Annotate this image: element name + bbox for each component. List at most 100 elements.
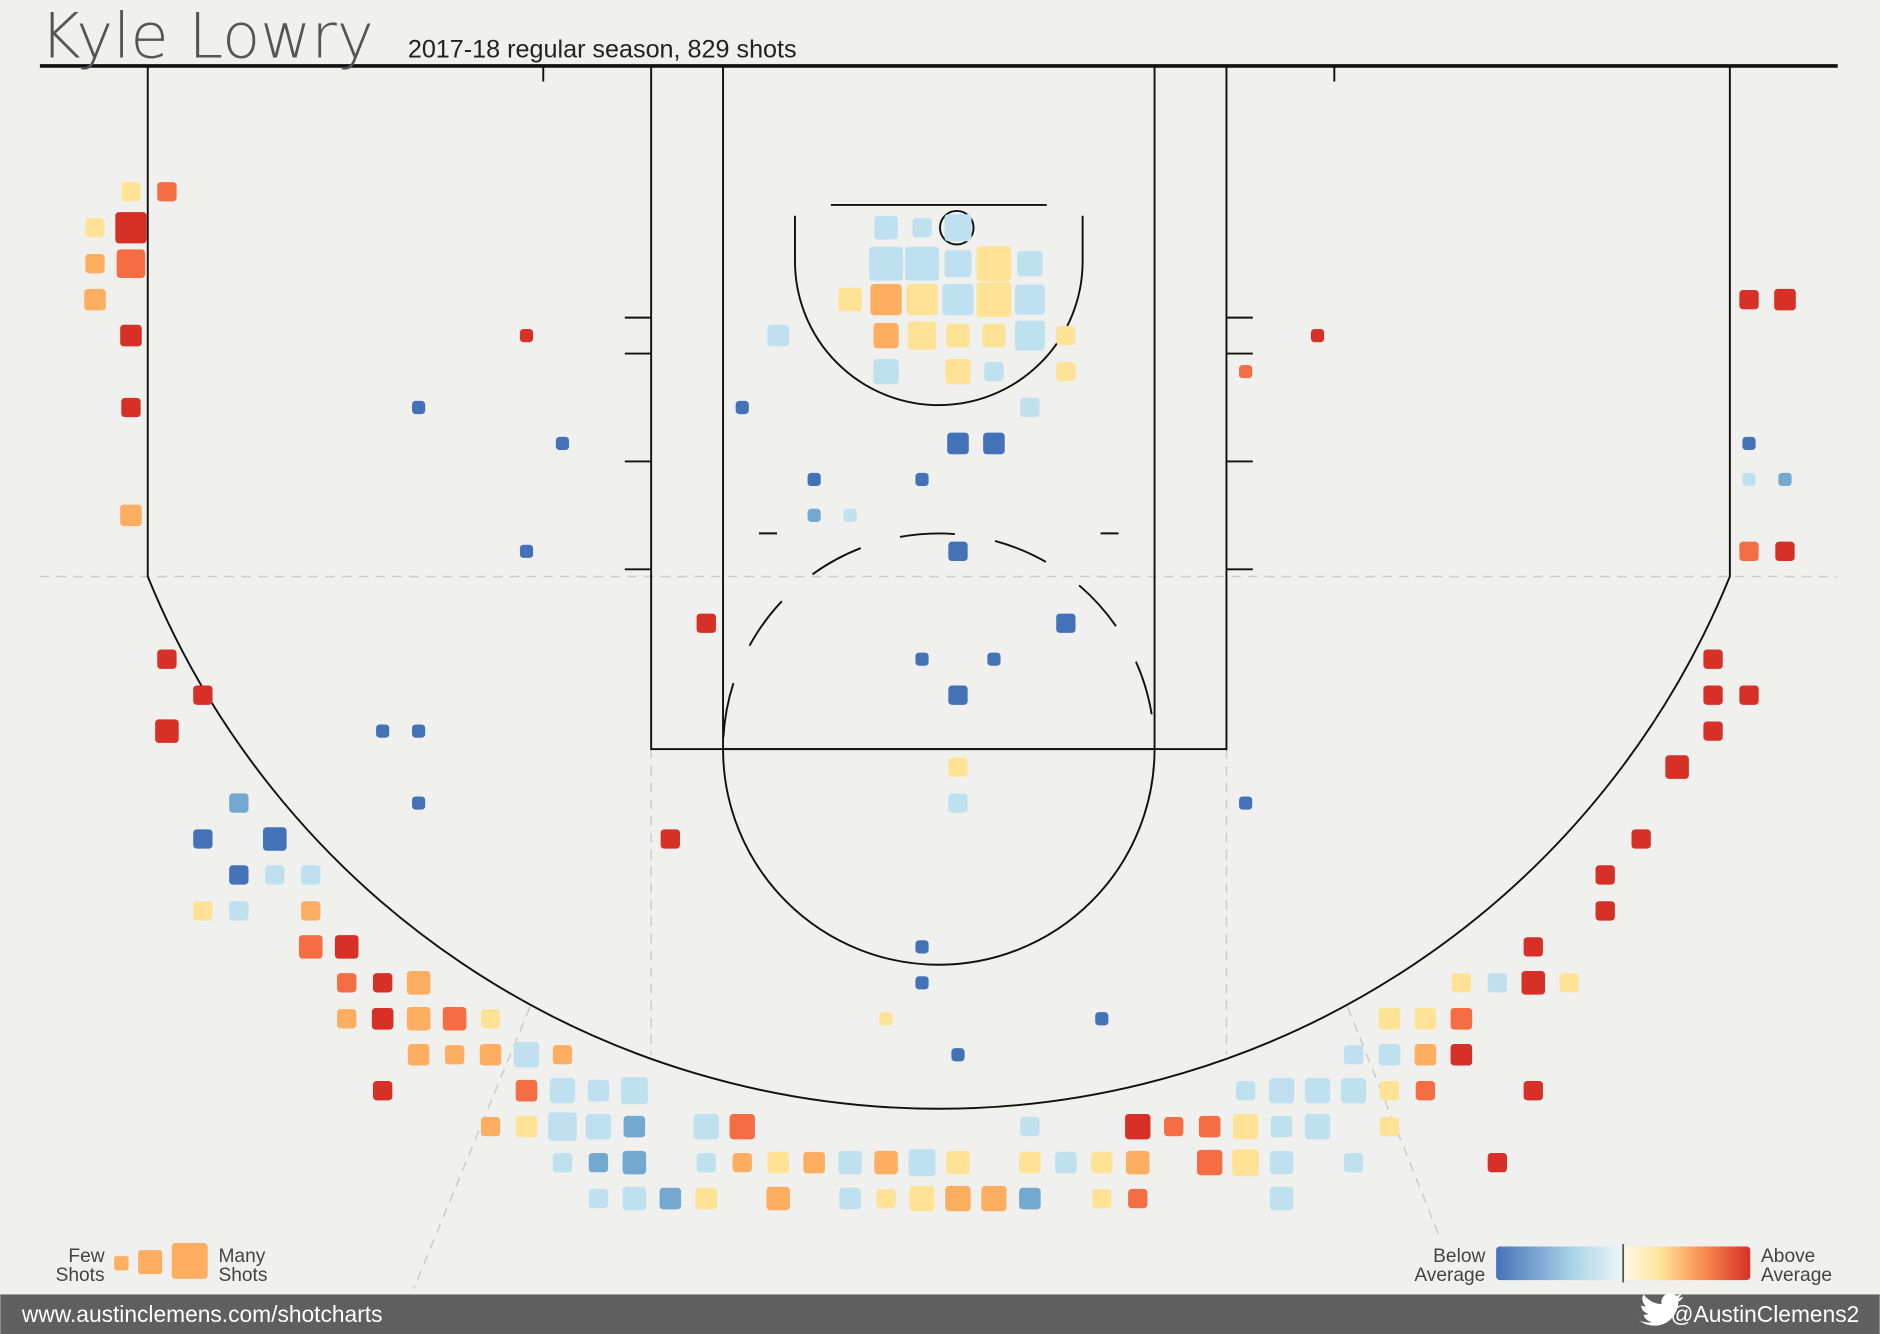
shot-bin bbox=[1778, 472, 1792, 487]
shot-bin bbox=[1379, 1081, 1400, 1101]
court bbox=[39, 64, 1838, 1289]
shot-bin bbox=[1304, 1078, 1331, 1104]
shot-bin bbox=[549, 1078, 576, 1104]
shot-bin bbox=[121, 397, 141, 418]
shot-bin bbox=[263, 827, 287, 851]
shot-bin bbox=[115, 212, 147, 244]
shot-bin bbox=[766, 1186, 790, 1211]
shot-bin bbox=[121, 182, 141, 202]
shot-bin bbox=[1092, 1188, 1112, 1209]
shot-bin bbox=[157, 649, 177, 669]
shot-bin bbox=[1019, 1187, 1041, 1210]
shot-bin bbox=[660, 829, 680, 849]
footer-handle[interactable]: @AustinClemens2 bbox=[1670, 1301, 1859, 1327]
shot-bin bbox=[1125, 1150, 1150, 1175]
shot-bin bbox=[376, 724, 390, 738]
shot-bin bbox=[1665, 755, 1689, 779]
shot-bin bbox=[942, 283, 974, 316]
shot-bin bbox=[874, 215, 898, 240]
shot-bin bbox=[519, 544, 534, 558]
shot-bin bbox=[1239, 364, 1253, 379]
shot-bin bbox=[946, 1150, 970, 1175]
shot-bin bbox=[838, 1150, 862, 1175]
shot-bin bbox=[479, 1043, 502, 1066]
shot-bin bbox=[1378, 1007, 1401, 1030]
shot-bin bbox=[906, 283, 938, 316]
shot-bin bbox=[229, 793, 249, 813]
shot-bin bbox=[1775, 541, 1795, 562]
shot-bin bbox=[480, 1116, 501, 1137]
shot-bin bbox=[371, 1007, 394, 1030]
shot-bin bbox=[588, 1188, 609, 1209]
shot-bin bbox=[976, 282, 1012, 318]
shot-bin bbox=[85, 218, 105, 238]
shot-bin bbox=[373, 973, 393, 993]
shot-bin bbox=[1450, 1043, 1473, 1066]
legend-text: Many bbox=[218, 1246, 265, 1267]
shot-bin bbox=[1056, 613, 1076, 633]
shot-bin bbox=[948, 685, 968, 705]
shot-bin bbox=[1450, 1007, 1473, 1030]
shot-bin bbox=[552, 1045, 573, 1065]
shot-bin bbox=[907, 321, 937, 350]
shot-bin bbox=[442, 1007, 467, 1031]
shot-bin bbox=[803, 1151, 825, 1174]
shot-bin bbox=[1340, 1078, 1367, 1104]
shot-bin bbox=[120, 324, 142, 347]
shot-bin bbox=[85, 254, 105, 274]
shot-bin bbox=[915, 652, 929, 666]
shot-bin bbox=[693, 1113, 719, 1140]
shot-bin bbox=[945, 1185, 971, 1212]
shot-bin bbox=[548, 1112, 577, 1141]
shot-bin bbox=[1451, 973, 1472, 993]
shot-bin bbox=[876, 1188, 896, 1209]
shot-bin bbox=[301, 865, 321, 885]
shot-bin bbox=[1595, 865, 1615, 885]
shot-bin bbox=[1631, 829, 1651, 849]
size-legend: Few Shots Many Shots bbox=[56, 1242, 267, 1286]
shot-bin bbox=[412, 724, 426, 738]
shot-bin bbox=[155, 719, 179, 743]
shot-bin bbox=[869, 246, 903, 281]
shot-bin bbox=[695, 1187, 718, 1210]
shot-bin bbox=[1014, 320, 1045, 351]
shot-bin bbox=[406, 1007, 431, 1031]
shot-bin bbox=[620, 1077, 648, 1105]
legend-swatch bbox=[138, 1250, 163, 1275]
shot-bin bbox=[1487, 1152, 1507, 1173]
shot-bin bbox=[767, 1151, 789, 1174]
shot-bin bbox=[1020, 1116, 1040, 1137]
legend-text: Few bbox=[68, 1246, 104, 1267]
shot-bin bbox=[1232, 1113, 1259, 1140]
shot-bin bbox=[1239, 796, 1253, 810]
shot-bin bbox=[948, 757, 968, 777]
shot-bin bbox=[1095, 1012, 1109, 1026]
shot-bin bbox=[406, 971, 431, 995]
shot-bin bbox=[947, 432, 969, 455]
shot-bin bbox=[515, 1079, 538, 1102]
shot-bin bbox=[1056, 361, 1076, 382]
legend-text: Below bbox=[1433, 1246, 1485, 1267]
shot-bin bbox=[912, 218, 932, 238]
shot-bin bbox=[552, 1152, 573, 1173]
shot-bin bbox=[1055, 1151, 1077, 1174]
shot-bin bbox=[1164, 1116, 1184, 1137]
shot-bin bbox=[622, 1150, 647, 1175]
shot-bin bbox=[1019, 1151, 1041, 1174]
shot-bin bbox=[1198, 1115, 1221, 1138]
shot-bin bbox=[229, 901, 249, 921]
shot-bin bbox=[1310, 329, 1325, 343]
shot-bin bbox=[513, 1042, 540, 1068]
shot-bin bbox=[945, 358, 971, 385]
shot-bin bbox=[301, 901, 321, 921]
shot-bin bbox=[585, 1113, 612, 1140]
shot-bin bbox=[84, 288, 106, 311]
shot-bin bbox=[1270, 1115, 1293, 1138]
footer-url[interactable]: www.austinclemens.com/shotcharts bbox=[21, 1301, 383, 1327]
shot-bin bbox=[1595, 901, 1615, 921]
shot-bin bbox=[1487, 973, 1507, 993]
shot-bin bbox=[1523, 937, 1543, 957]
shot-bin bbox=[1521, 971, 1546, 995]
shot-bin bbox=[265, 865, 285, 885]
shot-bin bbox=[1739, 541, 1759, 562]
